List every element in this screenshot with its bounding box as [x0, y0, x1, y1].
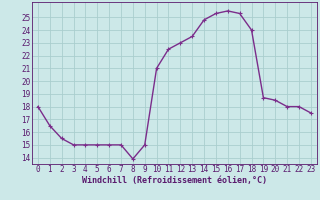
X-axis label: Windchill (Refroidissement éolien,°C): Windchill (Refroidissement éolien,°C)	[82, 176, 267, 185]
